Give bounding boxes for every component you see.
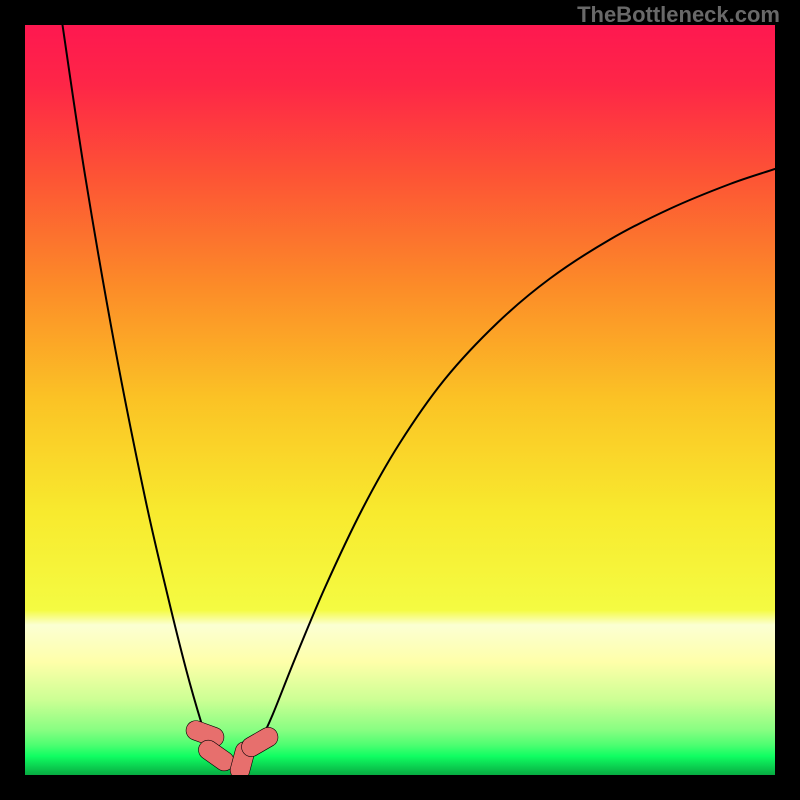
chart-frame: TheBottleneck.com [0,0,800,800]
plot-area [25,25,775,775]
watermark-text: TheBottleneck.com [577,2,780,28]
gradient-background [25,25,775,775]
plot-svg [25,25,775,775]
